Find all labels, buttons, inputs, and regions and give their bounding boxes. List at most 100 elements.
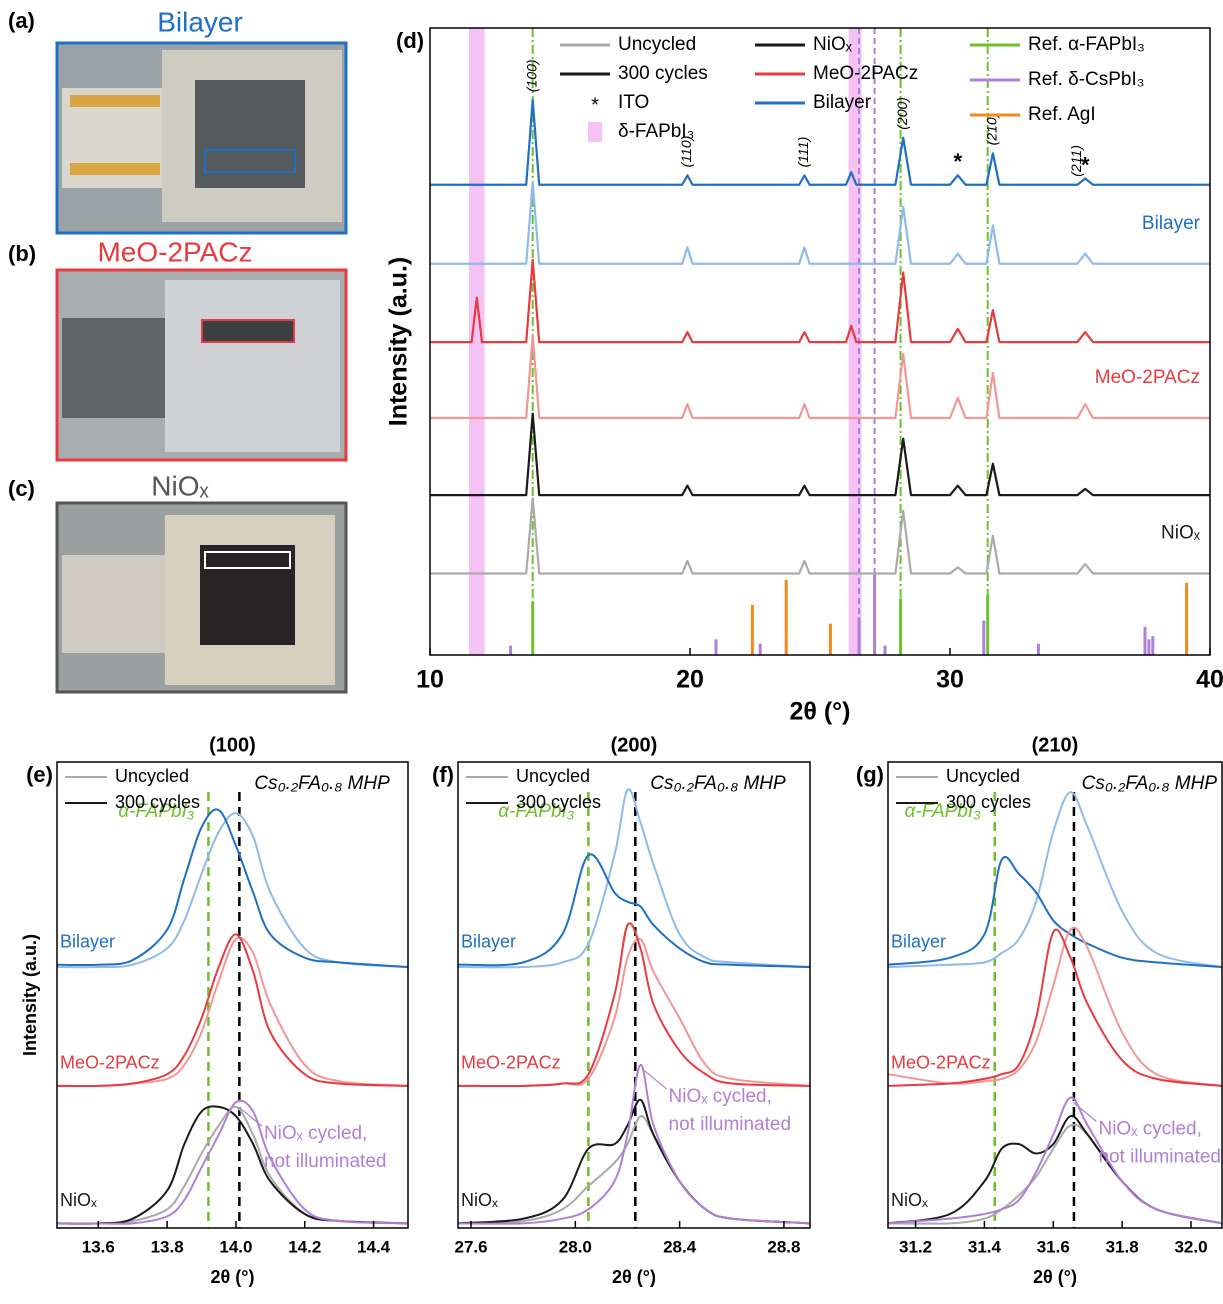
panel-letter: (f) [432, 762, 454, 787]
x-tick-label: 14.4 [357, 1237, 391, 1256]
xrd-curve [887, 928, 1223, 1087]
panel-letter: (b) [8, 241, 36, 266]
guide-label: Cs₀.₂FA₀.₈ MHP [650, 773, 786, 794]
sample-label: Bilayer [891, 931, 946, 951]
legend-label: Uncycled [516, 766, 590, 786]
sample-label: NiOₓ [1161, 523, 1201, 544]
x-tick-label: 14.0 [219, 1237, 252, 1256]
x-tick-label: 40 [1196, 666, 1223, 694]
peak-label: (111) [795, 137, 811, 168]
x-tick-label: 10 [416, 666, 444, 694]
sample-label: Bilayer [1142, 213, 1201, 234]
xrd-curve [430, 334, 1210, 420]
xrd-curve [57, 1099, 409, 1225]
sample-label: MeO-2PACz [461, 1053, 561, 1073]
xrd-curve [457, 922, 811, 1088]
photo-c: (c) NiOₓ [8, 470, 348, 694]
x-tick-label: 13.6 [82, 1237, 115, 1256]
xrd-curve [56, 812, 409, 969]
highlight [204, 149, 296, 173]
photo-title: NiOₓ [151, 470, 209, 501]
xrd-curve [430, 99, 1210, 186]
x-tick-label: 13.8 [151, 1237, 184, 1256]
plot-frame [429, 27, 1211, 656]
peak-label: (200) [894, 97, 910, 130]
y-axis-label: Intensity (a.u.) [385, 257, 413, 426]
legend-label: 300 cycles [946, 792, 1031, 812]
callout-label: NiOₓ cycled, [1098, 1119, 1201, 1140]
active-area [195, 80, 305, 188]
x-tick-label: 31.8 [1106, 1237, 1139, 1256]
xrd-curve [430, 497, 1210, 575]
x-tick-label: 31.2 [899, 1237, 932, 1256]
sample-label: MeO-2PACz [1095, 367, 1200, 388]
sample-label: Bilayer [461, 931, 516, 951]
legend-label: MeO-2PACz [813, 63, 918, 84]
legend-label: δ-FAPbI₃ [618, 121, 694, 142]
legend-label: ITO [618, 92, 649, 113]
peak-marker: * [1081, 152, 1090, 177]
x-tick-label: 28.0 [559, 1237, 592, 1256]
panel-letter: (g) [856, 762, 884, 787]
panel-title: (100) [209, 734, 256, 756]
panel-letter: (e) [26, 762, 53, 787]
legend-label: Uncycled [946, 766, 1020, 786]
device [165, 280, 340, 452]
highlight [204, 551, 291, 569]
peak-label: (110) [678, 136, 694, 168]
x-tick-label: 28.4 [663, 1237, 697, 1256]
peak-label: (210) [984, 113, 1000, 146]
photo-title: MeO-2PACz [97, 236, 252, 267]
y-axis-label: Intensity (a.u.) [20, 934, 40, 1056]
peak-label: (211) [1068, 145, 1084, 177]
callout-label: not illuminated [1098, 1147, 1221, 1168]
xrd-curve [887, 926, 1223, 1087]
contact [70, 163, 160, 175]
callout-label: NiOₓ cycled, [264, 1123, 367, 1144]
panel-title: (210) [1032, 734, 1079, 756]
active-area [200, 545, 295, 645]
guide-label: α-FAPbI₃ [118, 801, 195, 822]
photo-b: (b) MeO-2PACz [8, 236, 348, 462]
callout-label: not illuminated [264, 1151, 387, 1172]
legend-label: Ref. δ-CsPbI₃ [1028, 69, 1145, 90]
sample-label: NiOₓ [461, 1190, 498, 1210]
xrd-curve [430, 412, 1210, 497]
xrd-curve [56, 1105, 409, 1225]
xrd-curve [56, 808, 409, 969]
photo-title: Bilayer [157, 6, 243, 37]
contact [70, 95, 160, 107]
x-tick-label: 30 [936, 666, 964, 694]
callout [1073, 1102, 1097, 1122]
guide-label: Cs₀.₂FA₀.₈ MHP [254, 773, 390, 794]
xrd-curve [887, 1096, 1223, 1225]
x-axis-label: 2θ (°) [211, 1267, 255, 1287]
highlight [201, 319, 295, 343]
legend-marker: * [591, 94, 599, 116]
xrd-curve [430, 258, 1210, 344]
xrd-curve [887, 856, 1223, 969]
xrd-curve [457, 853, 811, 969]
legend-label: 300 cycles [115, 792, 200, 812]
callout-label: NiOₓ cycled, [669, 1086, 772, 1107]
photo-a: (a) Bilayer [8, 6, 348, 235]
guide-label: α-FAPbI₃ [905, 801, 982, 822]
guide-label: α-FAPbI₃ [498, 801, 575, 822]
substrate [62, 318, 166, 418]
legend-label: NiOₓ [813, 34, 853, 55]
xrd-curve [457, 1063, 811, 1225]
x-axis-label: 2θ (°) [789, 698, 850, 726]
x-tick-label: 28.8 [767, 1237, 800, 1256]
sample-label: NiOₓ [60, 1190, 97, 1210]
xrd-curve [887, 791, 1223, 969]
legend-label: 300 cycles [516, 792, 601, 812]
callout-label: not illuminated [669, 1114, 792, 1135]
guide-label: Cs₀.₂FA₀.₈ MHP [1082, 773, 1218, 794]
sample-label: NiOₓ [891, 1190, 928, 1210]
plot-frame [887, 761, 1223, 1229]
sample-label: MeO-2PACz [60, 1053, 160, 1073]
sample-label: Bilayer [60, 931, 115, 951]
plot-frame [457, 761, 811, 1229]
x-tick-label: 20 [676, 666, 704, 694]
